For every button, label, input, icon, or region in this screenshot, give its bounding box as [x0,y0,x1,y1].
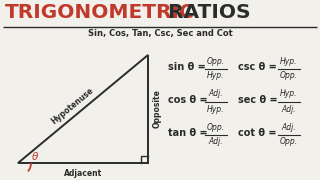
Text: tan θ =: tan θ = [168,128,211,138]
Text: Opp.: Opp. [280,71,298,80]
Text: TRIGONOMETRIC: TRIGONOMETRIC [5,3,195,22]
Text: Hyp.: Hyp. [207,105,225,114]
Text: Hyp.: Hyp. [207,71,225,80]
Text: Adj.: Adj. [209,89,223,98]
Text: Adj.: Adj. [282,105,296,114]
Text: Opp.: Opp. [207,57,225,66]
Text: sec θ =: sec θ = [238,95,281,105]
Text: cot θ =: cot θ = [238,128,280,138]
Text: Adj.: Adj. [282,123,296,132]
Text: Opp.: Opp. [207,123,225,132]
Text: Hyp.: Hyp. [280,89,298,98]
Text: Opp.: Opp. [280,138,298,147]
Text: csc θ =: csc θ = [238,62,280,72]
Text: sin θ =: sin θ = [168,62,209,72]
Text: Adj.: Adj. [209,138,223,147]
Text: Sin, Cos, Tan, Csc, Sec and Cot: Sin, Cos, Tan, Csc, Sec and Cot [88,29,232,38]
Text: Adjacent: Adjacent [64,168,102,177]
Text: RATIOS: RATIOS [161,3,251,22]
Text: Hypotenuse: Hypotenuse [49,86,95,126]
Text: Hyp.: Hyp. [280,57,298,66]
Text: Opposite: Opposite [153,90,162,129]
Text: θ: θ [32,152,38,162]
Text: cos θ =: cos θ = [168,95,211,105]
